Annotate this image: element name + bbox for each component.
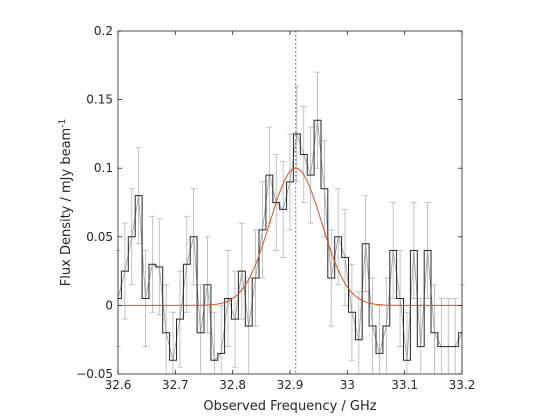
histogram-steps: [118, 119, 462, 361]
x-axis-label: Observed Frequency / GHz: [203, 399, 376, 414]
gaussian-fit-curve: [118, 167, 462, 306]
x-tick-label: 33.1: [391, 378, 418, 392]
y-tick-label: 0: [105, 298, 113, 312]
y-tick-label: 0.1: [94, 161, 113, 175]
y-tick-label: 0.2: [94, 24, 113, 38]
x-tick-label: 32.9: [277, 378, 304, 392]
y-tick-label: −0.05: [76, 367, 113, 381]
x-tick-label: 32.6: [105, 378, 132, 392]
y-axis-label: Flux Density / mJy beam-1: [58, 119, 74, 286]
x-tick-label: 33.2: [449, 378, 476, 392]
y-tick-label: 0.05: [86, 230, 113, 244]
y-axis-label-main: Flux Density / mJy beam: [59, 128, 74, 286]
y-axis-ticks: −0.05 0 0.05 0.1 0.15 0.2: [76, 24, 462, 381]
y-axis-label-superscript: -1: [58, 119, 68, 128]
y-tick-label: 0.15: [86, 93, 113, 107]
x-tick-label: 32.7: [162, 378, 189, 392]
x-tick-label: 33: [340, 378, 355, 392]
x-axis-ticks: 32.6 32.7 32.8 32.9 33 33.1 33.2: [105, 31, 476, 392]
x-tick-label: 32.8: [219, 378, 246, 392]
